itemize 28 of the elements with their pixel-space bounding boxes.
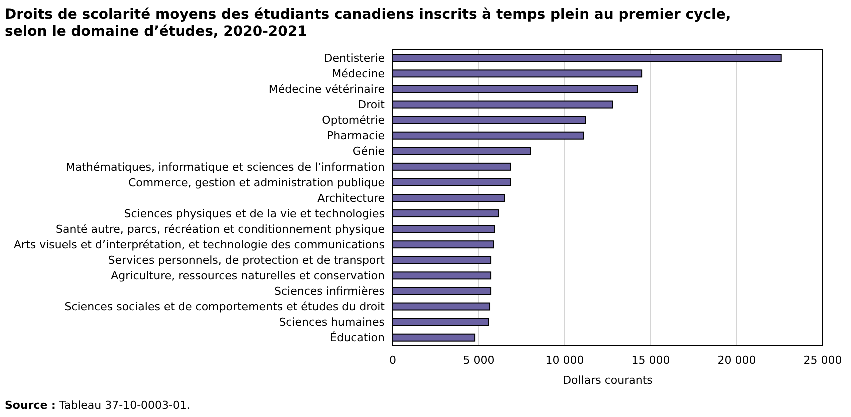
y-tick-label: Commerce, gestion et administration publique — [128, 176, 386, 190]
y-tick-label: Optométrie — [322, 114, 386, 128]
x-axis-title: Dollars courants — [563, 374, 654, 387]
y-tick-label: Agriculture, ressources naturelles et conservation — [111, 270, 386, 283]
y-tick-label: Services personnels, de protection et de transport — [108, 254, 386, 267]
x-tick-label: 20 000 — [718, 354, 756, 367]
y-tick-label: Sciences humaines — [279, 316, 386, 330]
y-tick-label: Génie — [352, 145, 386, 158]
y-tick-label: Sciences physiques et de la vie et technologies — [124, 207, 386, 220]
y-tick-label: Médecine — [332, 68, 386, 81]
y-tick-label: Arts visuels et d’interprétation, et technologie des communications — [14, 238, 386, 252]
x-tick-label: 10 000 — [546, 354, 584, 367]
source-note: Source : Tableau 37-10-0003-01. — [5, 399, 190, 412]
y-tick-label: Sciences infirmières — [274, 285, 386, 298]
y-tick-label: Droit — [358, 98, 386, 112]
y-tick-label: Dentisterie — [324, 52, 386, 66]
y-tick-label: Éducation — [330, 330, 386, 345]
y-tick-label: Santé autre, parcs, récréation et conditionnement physique — [56, 222, 386, 236]
y-tick-label: Sciences sociales et de comportements et études du droit — [64, 300, 386, 314]
x-tick-label: 15 000 — [632, 354, 670, 367]
y-tick-label: Médecine vétérinaire — [268, 83, 386, 96]
y-tick-label: Mathématiques, informatique et sciences de l’information — [66, 160, 386, 174]
y-tick-label: Architecture — [318, 192, 386, 205]
x-tick-label: 25 000 — [804, 354, 842, 367]
x-tick-label: 0 — [390, 354, 396, 367]
y-tick-label: Pharmacie — [326, 130, 386, 143]
x-tick-label: 5 000 — [463, 354, 495, 367]
chart-title: Droits de scolarité moyens des étudiants canadiens inscrits à temps plein au premier cycle, selon le domaine d’études, 2020-2021 — [5, 7, 732, 40]
